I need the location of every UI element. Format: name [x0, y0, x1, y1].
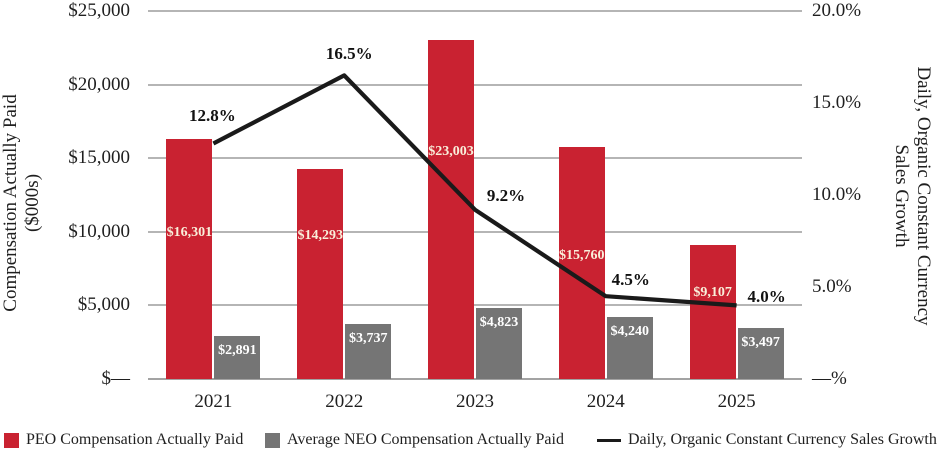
- peo-legend-label: PEO Compensation Actually Paid: [26, 431, 244, 448]
- x-axis-label-2024: 2024: [586, 391, 625, 412]
- neo-bar-value-label: $3,497: [741, 334, 780, 350]
- left-axis-tick-label: $20,000: [68, 73, 130, 95]
- gridline: [148, 230, 802, 233]
- neo-legend-swatch: [265, 432, 280, 448]
- neo-legend-label: Average NEO Compensation Actually Paid: [287, 431, 564, 448]
- right-axis-tick-label: 20.0%: [812, 0, 862, 21]
- neo-bar-value-label: $4,240: [610, 323, 650, 339]
- neo-bar-2025: [737, 327, 784, 379]
- x-axis-label-2025: 2025: [717, 391, 756, 412]
- left-axis-tick-label: $25,000: [68, 0, 130, 21]
- gridline: [148, 83, 802, 86]
- legend-item-sales-growth: Daily, Organic Constant Currency Sales G…: [597, 428, 937, 452]
- neo-bar-value-label: $3,737: [348, 330, 388, 346]
- sales-growth-value-label: 4.0%: [747, 287, 786, 307]
- peo-bar-value-label: $16,301: [166, 224, 213, 240]
- gridline: [148, 10, 802, 12]
- neo-bar-2021: [214, 336, 261, 379]
- peo-bar-value-label: $9,107: [693, 285, 732, 301]
- left-axis-tick-label: $10,000: [68, 220, 130, 242]
- neo-bar-2023: [476, 308, 522, 379]
- neo-bar-2022: [345, 323, 392, 379]
- right-axis-tick-label: 10.0%: [812, 184, 862, 205]
- x-axis-line: [148, 378, 802, 380]
- peo-bar-2022: [297, 168, 344, 379]
- legend-item-peo: PEO Compensation Actually Paid: [4, 428, 243, 452]
- x-axis-label-2023: 2023: [456, 391, 494, 412]
- peo-bar-2021: [166, 139, 213, 379]
- sales-growth-value-label: 16.5%: [325, 44, 373, 64]
- peo-bar-2025: [689, 244, 736, 379]
- legend-item-neo: Average NEO Compensation Actually Paid: [265, 428, 564, 452]
- x-axis-label-2022: 2022: [325, 391, 364, 412]
- right-axis-tick-label: 15.0%: [812, 92, 862, 113]
- peo-legend-swatch: [4, 432, 19, 448]
- sales-growth-value-label: 12.8%: [189, 106, 236, 126]
- sales-growth-value-label: 9.2%: [486, 185, 526, 205]
- left-axis-tick-label: $5,000: [77, 294, 130, 316]
- peo-bar-value-label: $23,003: [428, 144, 474, 160]
- neo-bar-2024: [606, 316, 653, 379]
- peo-bar-2023: [428, 40, 474, 379]
- right-axis-tick-label: —%: [812, 368, 847, 389]
- left-axis-tick-label: $15,000: [68, 147, 130, 169]
- sales-growth-legend-label: Daily, Organic Constant Currency Sales G…: [628, 431, 937, 448]
- x-axis-label-2021: 2021: [194, 391, 233, 412]
- neo-bar-value-label: $4,823: [479, 315, 519, 330]
- sales-growth-value-label: 4.5%: [611, 270, 650, 290]
- sales-growth-legend-line-swatch: [597, 439, 621, 442]
- right-axis-tick-label: 5.0%: [812, 276, 852, 297]
- left-axis-tick-label: $—: [101, 368, 131, 389]
- legend: PEO Compensation Actually Paid Average N…: [0, 428, 940, 455]
- neo-bar-value-label: $2,891: [218, 343, 257, 359]
- peo-bar-value-label: $15,760: [559, 248, 605, 264]
- peo-bar-value-label: $14,293: [297, 227, 343, 243]
